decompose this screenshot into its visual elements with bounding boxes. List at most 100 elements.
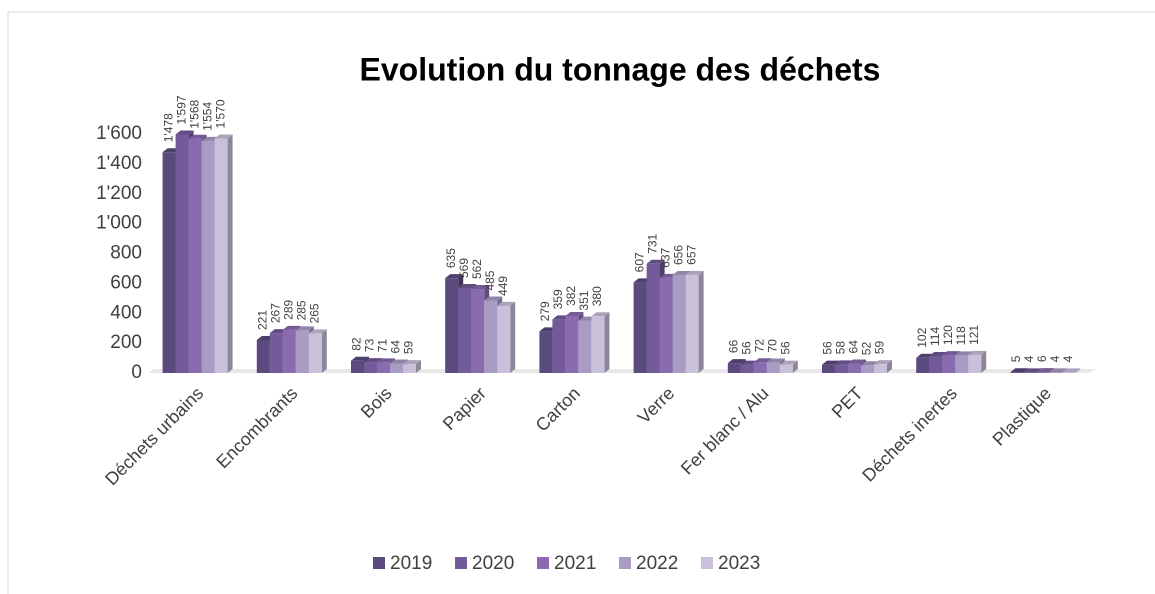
legend-swatch (619, 557, 631, 569)
bar-top (295, 326, 314, 331)
bar (295, 330, 309, 373)
bar (753, 362, 767, 373)
x-tick-label: PET (828, 383, 867, 422)
bar (256, 339, 270, 373)
bar (471, 289, 485, 373)
bar-top (968, 350, 987, 355)
y-tick-label: 600 (110, 272, 142, 293)
legend-swatch (537, 557, 549, 569)
data-label: 221 (255, 310, 269, 330)
data-label: 71 (376, 339, 390, 353)
data-label: 637 (658, 248, 672, 268)
bar-top (390, 359, 408, 364)
data-label: 114 (928, 327, 942, 346)
data-label: 59 (402, 341, 416, 355)
bar-top (308, 329, 327, 334)
data-label: 4 (1022, 355, 1036, 362)
bar-top (848, 359, 866, 364)
data-label: 64 (847, 340, 861, 354)
bar (1010, 372, 1024, 373)
bar (835, 364, 848, 373)
x-tick-label: Papier (439, 383, 490, 434)
bar-top (458, 284, 477, 289)
bar (539, 331, 553, 373)
x-tick-label: Carton (532, 383, 584, 435)
bar (955, 355, 969, 373)
bar (578, 320, 592, 373)
bar (861, 365, 874, 373)
bar (1062, 372, 1076, 373)
bar-top (351, 356, 369, 361)
data-label: 102 (915, 327, 929, 347)
data-label: 657 (684, 245, 698, 265)
legend-label: 2020 (472, 553, 514, 574)
data-label: 56 (821, 341, 835, 355)
data-label: 382 (564, 286, 578, 306)
bar (727, 363, 741, 373)
bar-top (445, 274, 464, 279)
bar-side (321, 329, 327, 373)
bar (646, 263, 660, 373)
data-label: 635 (444, 248, 458, 268)
bar (1049, 372, 1063, 373)
data-label: 118 (954, 326, 968, 345)
bar-top (1036, 368, 1055, 373)
bar (565, 315, 579, 373)
bar (188, 138, 202, 373)
bar-top (282, 325, 301, 330)
bar-side (604, 312, 610, 373)
data-label: 58 (834, 341, 848, 355)
x-tick-label: Bois (357, 383, 396, 422)
bar (282, 329, 296, 373)
bar (458, 288, 472, 373)
bar-side (887, 360, 892, 373)
bar-top (565, 311, 584, 316)
data-label: 1'570 (213, 99, 227, 128)
bar-side (981, 350, 987, 373)
data-label: 607 (632, 252, 646, 272)
bar (929, 355, 943, 373)
y-tick-label: 1'600 (96, 123, 142, 144)
bar (766, 362, 780, 373)
bar (633, 282, 647, 373)
bar (308, 333, 322, 373)
chart-title: Evolution du tonnage des déchets (360, 51, 881, 87)
y-tick-label: 1'200 (96, 183, 142, 204)
bar (445, 278, 459, 373)
bar (377, 362, 390, 373)
data-label: 351 (577, 290, 591, 310)
bar-top (403, 360, 421, 365)
bar (175, 134, 189, 373)
bar (162, 152, 176, 373)
bar (779, 364, 793, 373)
data-label: 265 (307, 303, 321, 323)
data-label: 267 (268, 303, 282, 323)
data-label: 1'478 (161, 113, 175, 142)
data-label: 64 (389, 340, 403, 354)
bar (942, 355, 956, 373)
chart-frame (7, 11, 1155, 594)
bar (874, 364, 887, 373)
bar (848, 363, 861, 373)
bar-side (1075, 368, 1081, 373)
bar-top (484, 296, 503, 301)
bar (552, 319, 566, 373)
bar-top (727, 359, 746, 364)
data-label: 569 (457, 258, 471, 278)
data-label: 121 (967, 325, 981, 345)
bar-top (646, 259, 665, 264)
data-label: 66 (726, 339, 740, 353)
bar (214, 138, 228, 373)
bar (822, 364, 835, 373)
legend-label: 2023 (718, 553, 760, 574)
data-label: 656 (671, 245, 685, 265)
bar (740, 364, 754, 373)
y-tick-label: 1'000 (96, 213, 142, 234)
y-tick-label: 0 (131, 362, 142, 383)
bar (390, 363, 403, 373)
bar-top (1010, 368, 1029, 373)
data-label: 285 (294, 300, 308, 320)
data-label: 289 (281, 299, 295, 319)
legend-swatch (455, 557, 467, 569)
bar (364, 362, 377, 373)
